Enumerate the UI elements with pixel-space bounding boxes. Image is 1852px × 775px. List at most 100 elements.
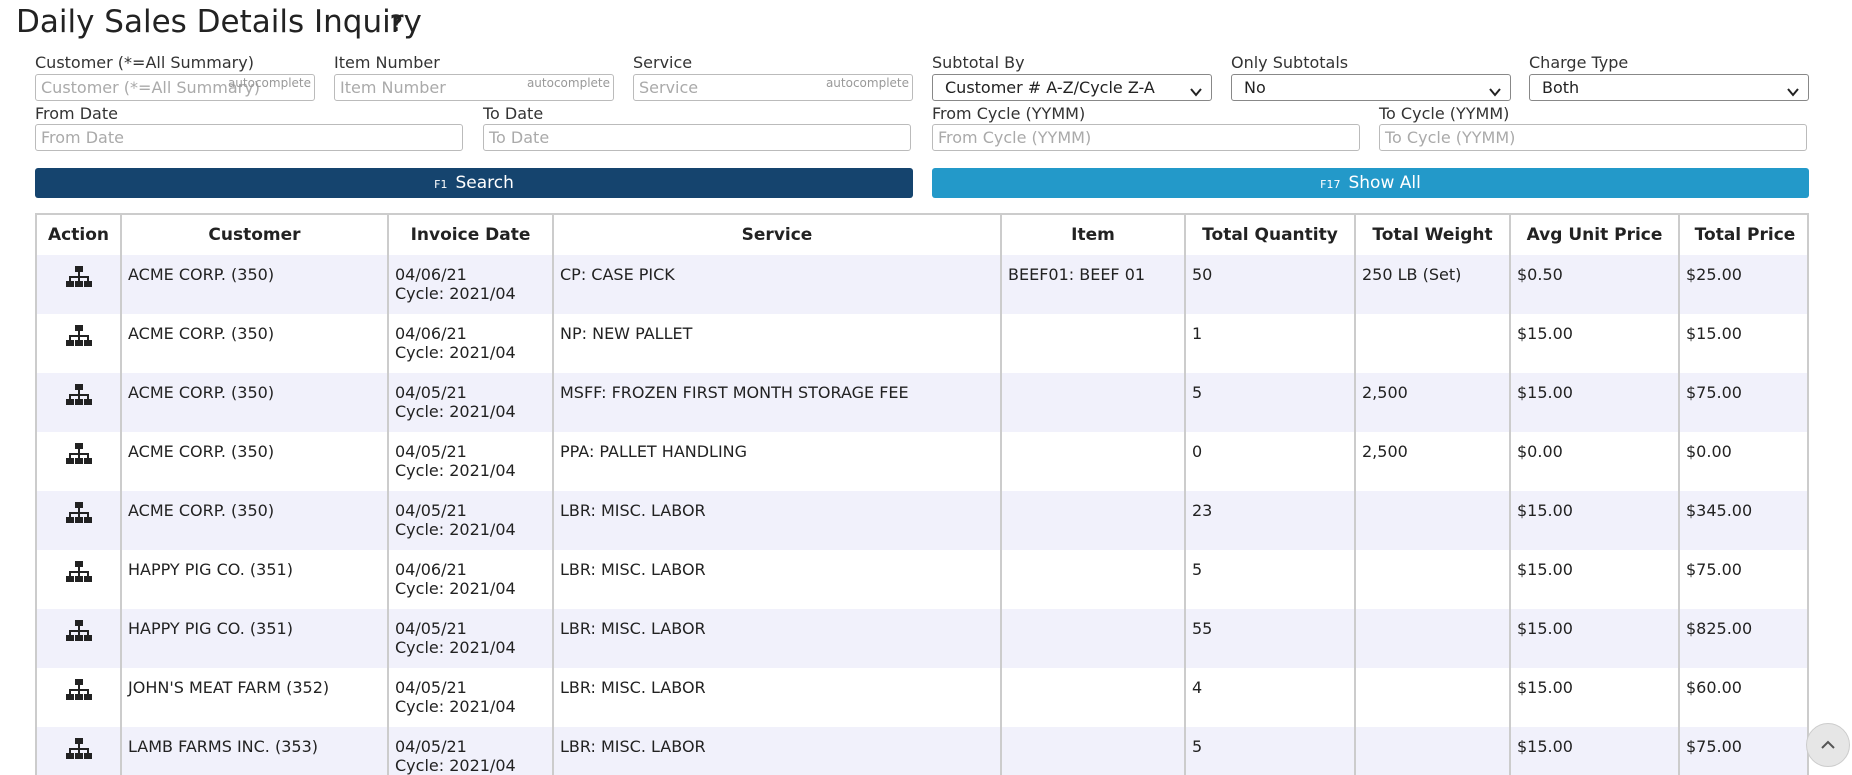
field-label: To Date (483, 104, 544, 123)
action-cell (37, 550, 122, 609)
column-header: Action (37, 215, 122, 255)
customer-cell: ACME CORP. (350) (121, 491, 389, 550)
total-cell: $15.00 (1679, 314, 1807, 373)
total-cell: $75.00 (1679, 550, 1807, 609)
field-label: Service (633, 53, 693, 72)
item-cell (1001, 727, 1186, 775)
action-cell (37, 668, 122, 727)
column-header: Item (1001, 215, 1186, 255)
item-cell (1001, 314, 1186, 373)
placeholder: Item Number (340, 78, 446, 97)
hierarchy-icon[interactable] (65, 383, 92, 407)
invoice-date-cell: 04/05/21 Cycle: 2021/04 (388, 373, 554, 432)
help-icon[interactable]: ? (390, 12, 403, 37)
total-cell: $345.00 (1679, 491, 1807, 550)
table-row: HAPPY PIG CO. (351) 04/06/21 Cycle: 2021/0… (37, 550, 1807, 609)
text-input[interactable]: Service autocomplete (633, 74, 913, 101)
invoice-date: 04/05/21 (395, 501, 467, 520)
item-cell (1001, 550, 1186, 609)
cycle: Cycle: 2021/04 (395, 343, 516, 362)
button[interactable]: F17 Show All (932, 168, 1809, 198)
weight-cell (1355, 550, 1511, 609)
text-input[interactable]: Item Number autocomplete (334, 74, 614, 101)
service-cell: CP: CASE PICK (553, 255, 1002, 314)
avg-cell: $15.00 (1510, 314, 1680, 373)
total-cell: $825.00 (1679, 609, 1807, 668)
cycle: Cycle: 2021/04 (395, 697, 516, 716)
avg-cell: $15.00 (1510, 668, 1680, 727)
item-cell: BEEF01: BEEF 01 (1001, 255, 1186, 314)
avg-cell: $0.50 (1510, 255, 1680, 314)
select[interactable]: Customer # A-Z/Cycle Z-A (932, 74, 1212, 101)
text-input[interactable]: From Date (35, 124, 463, 151)
text-input[interactable]: From Cycle (YYMM) (932, 124, 1360, 151)
placeholder: To Date (489, 128, 550, 147)
text-input[interactable]: To Cycle (YYMM) (1379, 124, 1807, 151)
autocomplete-badge: autocomplete (825, 76, 909, 90)
chevron-wrap (1488, 81, 1502, 100)
action-cell (37, 314, 122, 373)
qty-cell: 4 (1185, 668, 1356, 727)
field-label: From Cycle (YYMM) (932, 104, 1086, 123)
customer-cell: ACME CORP. (350) (121, 373, 389, 432)
weight-cell (1355, 609, 1511, 668)
customer-cell: ACME CORP. (350) (121, 255, 389, 314)
hierarchy-icon[interactable] (65, 501, 92, 525)
text-input[interactable]: To Date (483, 124, 911, 151)
table-row: ACME CORP. (350) 04/06/21 Cycle: 2021/04 NP… (37, 314, 1807, 373)
qty-cell: 5 (1185, 550, 1356, 609)
autocomplete-badge: autocomplete (227, 76, 311, 90)
select-value: Customer # A-Z/Cycle Z-A (945, 78, 1155, 97)
item-cell (1001, 432, 1186, 491)
chevron (1787, 88, 1799, 97)
select[interactable]: Both (1529, 74, 1809, 101)
column-header: Total Quantity (1185, 215, 1356, 255)
table-row: ACME CORP. (350) 04/06/21 Cycle: 2021/04 CP… (37, 255, 1807, 314)
avg-cell: $15.00 (1510, 373, 1680, 432)
select-value: Both (1542, 78, 1580, 97)
customer-cell: JOHN'S MEAT FARM (352) (121, 668, 389, 727)
item-cell (1001, 373, 1186, 432)
chevron (1489, 88, 1501, 97)
placeholder: Service (639, 78, 699, 97)
select[interactable]: No (1231, 74, 1511, 101)
field-label: Only Subtotals (1231, 53, 1349, 72)
hierarchy-icon[interactable] (65, 265, 92, 289)
column-header: Total Weight (1355, 215, 1511, 255)
select-value: No (1244, 78, 1266, 97)
column-header: Customer (121, 215, 389, 255)
qty-cell: 0 (1185, 432, 1356, 491)
table-row: ACME CORP. (350) 04/05/21 Cycle: 2021/04 LB… (37, 491, 1807, 550)
placeholder: To Cycle (YYMM) (1385, 128, 1516, 147)
hierarchy-icon[interactable] (65, 678, 92, 702)
qty-cell: 23 (1185, 491, 1356, 550)
customer-cell: ACME CORP. (350) (121, 314, 389, 373)
service-cell: LBR: MISC. LABOR (553, 668, 1002, 727)
placeholder: Customer (*=All Summary) (41, 78, 260, 97)
field-label: To Cycle (YYMM) (1379, 104, 1510, 123)
action-cell (37, 255, 122, 314)
hierarchy-icon[interactable] (65, 560, 92, 584)
hierarchy-icon[interactable] (65, 619, 92, 643)
hierarchy-icon[interactable] (65, 442, 92, 466)
qty-cell: 5 (1185, 727, 1356, 775)
hierarchy-icon[interactable] (65, 324, 92, 348)
weight-cell: 2,500 (1355, 432, 1511, 491)
chevron-wrap (1189, 81, 1203, 100)
button[interactable]: F1 Search (35, 168, 913, 198)
total-cell: $75.00 (1679, 373, 1807, 432)
avg-cell: $15.00 (1510, 609, 1680, 668)
invoice-date-cell: 04/05/21 Cycle: 2021/04 (388, 668, 554, 727)
weight-cell: 2,500 (1355, 373, 1511, 432)
table-row: HAPPY PIG CO. (351) 04/05/21 Cycle: 2021/0… (37, 609, 1807, 668)
text-input[interactable]: Customer (*=All Summary) autocomplete (35, 74, 315, 101)
item-cell (1001, 491, 1186, 550)
hierarchy-icon[interactable] (65, 737, 92, 761)
action-cell (37, 373, 122, 432)
cycle: Cycle: 2021/04 (395, 520, 516, 539)
scroll-top-button[interactable] (1806, 723, 1850, 767)
table: Action Customer Invoice Date Service Item Tot… (37, 215, 1807, 775)
invoice-date: 04/05/21 (395, 737, 467, 756)
service-cell: MSFF: FROZEN FIRST MONTH STORAGE FEE (553, 373, 1002, 432)
item-cell (1001, 668, 1186, 727)
